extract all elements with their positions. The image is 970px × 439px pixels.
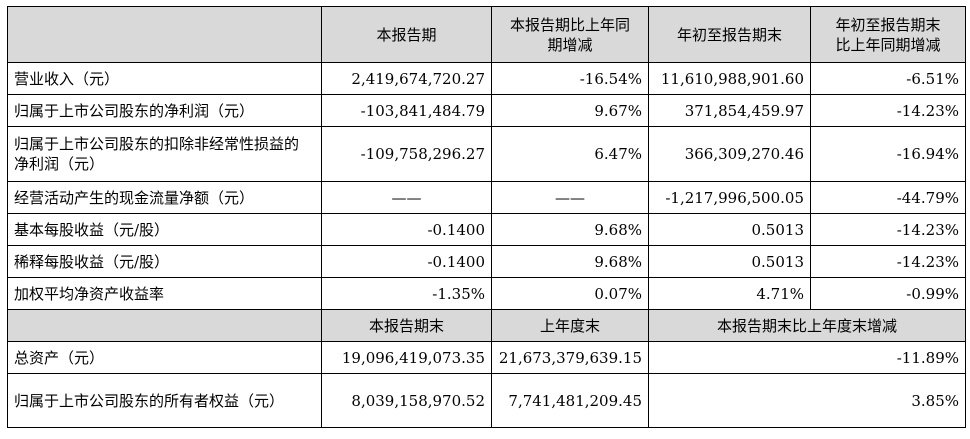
- value-cell: 371,854,459.97: [648, 94, 811, 127]
- value-cell: 9.67%: [491, 94, 649, 127]
- value-cell: 19,096,419,073.35: [321, 341, 492, 374]
- subheader-row: 本报告期末 上年度末 本报告期末比上年度末增减: [7, 309, 966, 342]
- value-cell: 9.68%: [491, 213, 649, 246]
- value-cell: -16.94%: [810, 126, 966, 182]
- table-row: 总资产（元） 19,096,419,073.35 21,673,379,639.…: [7, 341, 966, 374]
- row-label: 加权平均净资产收益率: [7, 277, 322, 310]
- row-label: 归属于上市公司股东的净利润（元）: [7, 94, 322, 127]
- value-cell-dash: ——: [491, 181, 649, 214]
- table-row: 营业收入（元） 2,419,674,720.27 -16.54% 11,610,…: [7, 62, 966, 95]
- table-row: 归属于上市公司股东的扣除非经常性损益的净利润（元） -109,758,296.2…: [7, 126, 966, 182]
- row-label: 基本每股收益（元/股）: [7, 213, 322, 246]
- value-cell: -1,217,996,500.05: [648, 181, 811, 214]
- value-cell: -44.79%: [810, 181, 966, 214]
- table-row: 稀释每股收益（元/股） -0.1400 9.68% 0.5013 -14.23%: [7, 245, 966, 278]
- value-cell: -0.1400: [321, 213, 492, 246]
- table-row: 加权平均净资产收益率 -1.35% 0.07% 4.71% -0.99%: [7, 277, 966, 310]
- table-row: 归属于上市公司股东的所有者权益（元） 8,039,158,970.52 7,74…: [7, 373, 966, 428]
- row-label: 稀释每股收益（元/股）: [7, 245, 322, 278]
- row-label: 归属于上市公司股东的扣除非经常性损益的净利润（元）: [7, 126, 322, 182]
- value-cell: 8,039,158,970.52: [321, 373, 492, 428]
- row-label: 营业收入（元）: [7, 62, 322, 95]
- value-cell: -0.99%: [810, 277, 966, 310]
- header-ytd-yoy: 年初至报告期末比上年同期增减: [810, 6, 966, 63]
- financial-summary-table: 本报告期 本报告期比上年同期增减 年初至报告期末 年初至报告期末比上年同期增减 …: [7, 6, 966, 428]
- value-cell: 9.68%: [491, 245, 649, 278]
- value-cell: -16.54%: [491, 62, 649, 95]
- header-period-end-change: 本报告期末比上年度末增减: [648, 309, 966, 342]
- value-cell: 7,741,481,209.45: [491, 373, 649, 428]
- value-cell: -6.51%: [810, 62, 966, 95]
- row-label: 经营活动产生的现金流量净额（元）: [7, 181, 322, 214]
- value-cell: 2,419,674,720.27: [321, 62, 492, 95]
- value-cell: -14.23%: [810, 213, 966, 246]
- value-cell: -109,758,296.27: [321, 126, 492, 182]
- header-corner-cell: [7, 6, 322, 63]
- header-prior-year-end: 上年度末: [491, 309, 649, 342]
- table-row: 归属于上市公司股东的净利润（元） -103,841,484.79 9.67% 3…: [7, 94, 966, 127]
- value-cell: 366,309,270.46: [648, 126, 811, 182]
- value-cell: -103,841,484.79: [321, 94, 492, 127]
- value-cell-dash: ——: [321, 181, 492, 214]
- row-label: 总资产（元）: [7, 341, 322, 374]
- header-period-end: 本报告期末: [321, 309, 492, 342]
- table-row: 基本每股收益（元/股） -0.1400 9.68% 0.5013 -14.23%: [7, 213, 966, 246]
- header-current-period-yoy: 本报告期比上年同期增减: [491, 6, 649, 63]
- value-cell: 21,673,379,639.15: [491, 341, 649, 374]
- value-cell: 0.5013: [648, 245, 811, 278]
- header-current-period: 本报告期: [321, 6, 492, 63]
- value-cell: 4.71%: [648, 277, 811, 310]
- value-cell: -11.89%: [648, 341, 966, 374]
- value-cell: 0.07%: [491, 277, 649, 310]
- value-cell: 3.85%: [648, 373, 966, 428]
- value-cell: 11,610,988,901.60: [648, 62, 811, 95]
- value-cell: -1.35%: [321, 277, 492, 310]
- table-row: 经营活动产生的现金流量净额（元） —— —— -1,217,996,500.05…: [7, 181, 966, 214]
- value-cell: -0.1400: [321, 245, 492, 278]
- value-cell: 6.47%: [491, 126, 649, 182]
- header-ytd: 年初至报告期末: [648, 6, 811, 63]
- row-label: 归属于上市公司股东的所有者权益（元）: [7, 373, 322, 428]
- value-cell: -14.23%: [810, 245, 966, 278]
- subheader-corner-cell: [7, 309, 322, 342]
- header-row: 本报告期 本报告期比上年同期增减 年初至报告期末 年初至报告期末比上年同期增减: [7, 6, 966, 63]
- value-cell: 0.5013: [648, 213, 811, 246]
- value-cell: -14.23%: [810, 94, 966, 127]
